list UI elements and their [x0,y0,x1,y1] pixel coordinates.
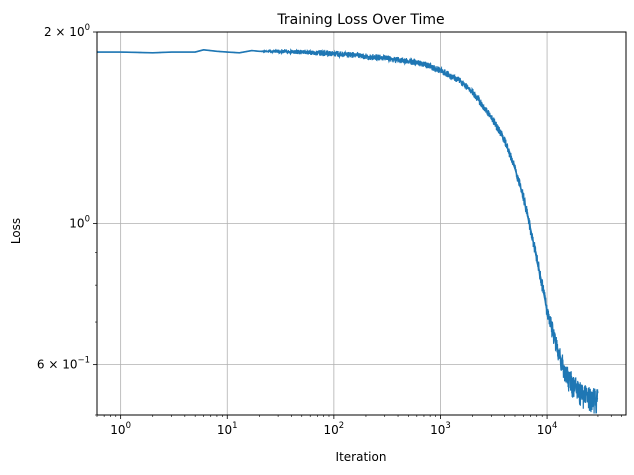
chart-title: Training Loss Over Time [276,12,444,28]
y-tick-label: 6 × 10−1 [37,356,90,372]
x-tick-label: 100 [110,421,131,437]
x-tick-label: 102 [324,421,345,437]
grid-layer [97,32,626,415]
y-tick-label: 100 [69,215,90,231]
y-axis-label: Loss [9,218,23,244]
loss-noise-band [97,48,599,414]
x-axis-label: Iteration [336,450,387,464]
y-tick-label: 2 × 100 [44,23,90,39]
x-tick-label: 104 [537,421,558,437]
x-tick-label: 101 [217,421,238,437]
loss-line [97,49,599,400]
series-layer [97,48,599,414]
x-tick-label: 103 [430,421,451,437]
tick-layer: 100 101 102 103 104 2 × 100 100 6 × 10−1 [37,23,622,437]
